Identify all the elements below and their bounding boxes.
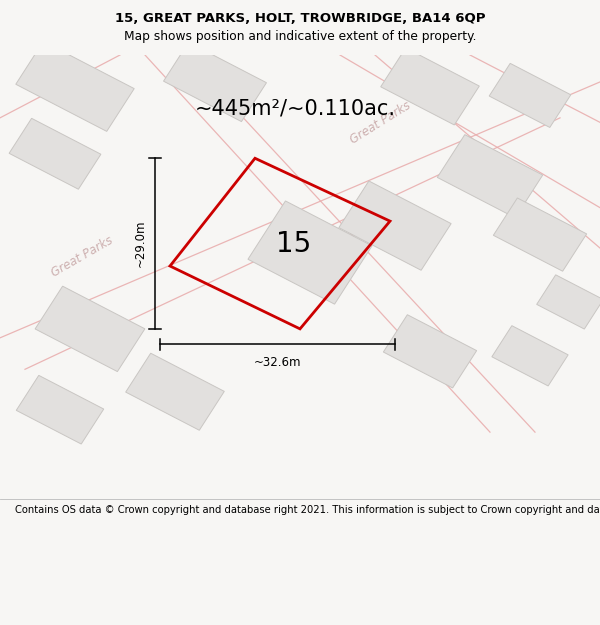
Polygon shape bbox=[164, 42, 266, 122]
Text: ~32.6m: ~32.6m bbox=[254, 356, 301, 369]
Text: Great Parks: Great Parks bbox=[49, 234, 115, 280]
Polygon shape bbox=[248, 201, 372, 304]
Polygon shape bbox=[9, 118, 101, 189]
Text: Great Parks: Great Parks bbox=[347, 99, 413, 146]
Text: Contains OS data © Crown copyright and database right 2021. This information is : Contains OS data © Crown copyright and d… bbox=[15, 506, 600, 516]
Polygon shape bbox=[489, 63, 571, 128]
Polygon shape bbox=[16, 376, 104, 444]
Polygon shape bbox=[16, 41, 134, 131]
Text: ~445m²/~0.110ac.: ~445m²/~0.110ac. bbox=[194, 99, 395, 119]
Polygon shape bbox=[536, 275, 600, 329]
Text: 15: 15 bbox=[276, 229, 311, 258]
Polygon shape bbox=[380, 48, 479, 125]
Polygon shape bbox=[35, 286, 145, 372]
Text: ~29.0m: ~29.0m bbox=[133, 220, 146, 268]
Polygon shape bbox=[383, 315, 476, 388]
Polygon shape bbox=[339, 181, 451, 270]
Polygon shape bbox=[493, 198, 587, 271]
Text: 15, GREAT PARKS, HOLT, TROWBRIDGE, BA14 6QP: 15, GREAT PARKS, HOLT, TROWBRIDGE, BA14 … bbox=[115, 12, 485, 25]
Text: Map shows position and indicative extent of the property.: Map shows position and indicative extent… bbox=[124, 30, 476, 43]
Polygon shape bbox=[492, 326, 568, 386]
Polygon shape bbox=[125, 353, 224, 430]
Polygon shape bbox=[437, 134, 543, 218]
